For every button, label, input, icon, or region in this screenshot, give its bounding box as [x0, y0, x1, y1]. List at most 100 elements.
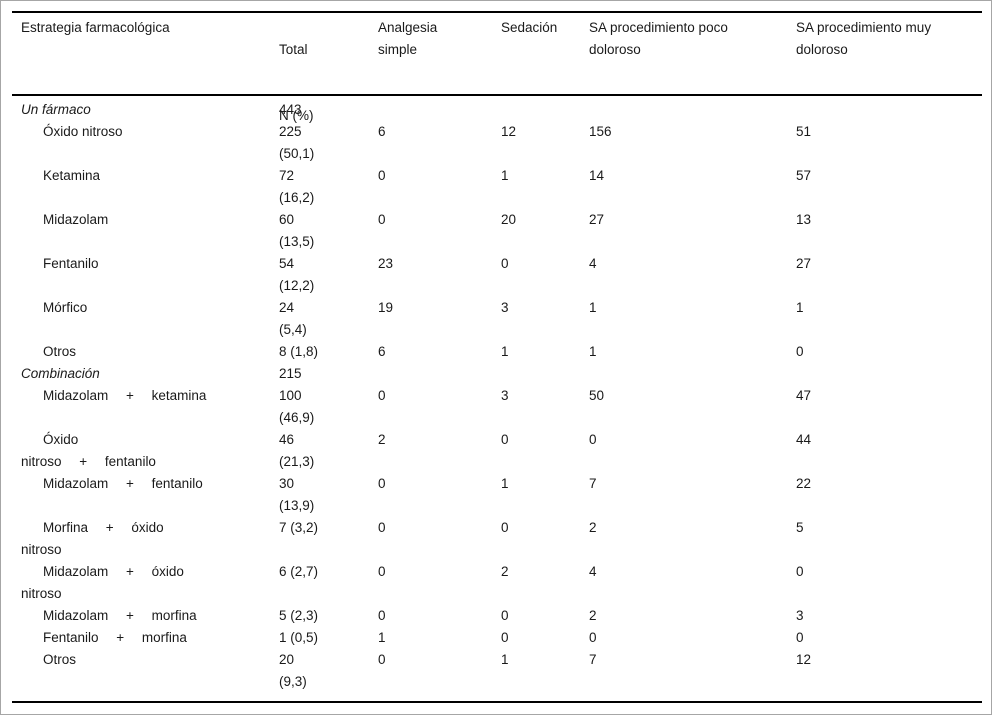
table-row: Otros 8 (1,8) 6 1 1 0	[21, 341, 982, 363]
cell-sedacion: 0	[501, 520, 509, 535]
cell-sa-muy-doloroso: 1	[796, 300, 804, 315]
cell-sa-poco-doloroso: 0	[589, 630, 597, 645]
cell-analgesia-simple: 19	[378, 300, 394, 315]
table-row: Fentanilo 54 (12,2) 23 0 4 27	[21, 253, 982, 297]
strategy-name-line: Fentanilo + morfina	[43, 630, 187, 645]
strategy-name-line: Midazolam	[43, 212, 109, 227]
cell-sa-muy-doloroso	[796, 363, 982, 385]
table-row: Combinación 215	[21, 363, 982, 385]
cell-sa-poco-doloroso: 1	[589, 344, 597, 359]
header-estrategia: Estrategia farmacológica	[21, 20, 170, 35]
cell-sa-muy-doloroso: 13	[796, 212, 812, 227]
strategy-name-line: Midazolam + óxido	[43, 564, 184, 579]
table-row: Ketamina 72 (16,2) 0 1 14 57	[21, 165, 982, 209]
cell-sa-muy-doloroso: 3	[796, 608, 804, 623]
cell-total: 60 (13,5)	[279, 212, 315, 249]
table-row: Óxido nitroso + fentanilo 46 (21,3) 2 0 0 44	[21, 429, 982, 473]
cell-sedacion: 0	[501, 432, 509, 447]
table-row: Morfina + óxido nitroso 7 (3,2) 0 0 2 5	[21, 517, 982, 561]
cell-strategy-name: Midazolam + ketamina	[21, 385, 279, 429]
table-row: Un fármaco 443	[21, 99, 982, 121]
cell-total: 20 (9,3)	[279, 652, 307, 689]
cell-sa-muy-doloroso: 57	[796, 168, 812, 183]
header-analgesia-simple: Analgesia simple	[378, 20, 438, 57]
strategy-name-line: Ketamina	[43, 168, 101, 183]
cell-sa-muy-doloroso: 0	[796, 630, 804, 645]
cell-analgesia-simple: 0	[378, 652, 386, 667]
cell-total: 7 (3,2)	[279, 520, 319, 535]
cell-sa-poco-doloroso	[589, 99, 796, 121]
table-header-row: Estrategia farmacológica Total N (%) Ana…	[12, 11, 982, 123]
cell-analgesia-simple	[378, 99, 501, 121]
cell-total: 72 (16,2)	[279, 168, 315, 205]
cell-sa-muy-doloroso: 51	[796, 124, 812, 139]
cell-sedacion: 20	[501, 212, 517, 227]
cell-analgesia-simple: 6	[378, 124, 386, 139]
cell-analgesia-simple: 1	[378, 630, 386, 645]
strategy-name-line: Midazolam + ketamina	[43, 388, 207, 403]
cell-strategy-name: Fentanilo + morfina	[21, 627, 279, 649]
strategy-name-line: Otros	[43, 652, 77, 667]
table-row: Óxido nitroso 225 (50,1) 6 12 156 51	[21, 121, 982, 165]
strategy-name-line: Un fármaco	[21, 102, 91, 117]
cell-strategy-name: Otros	[21, 341, 279, 363]
cell-strategy-name: Midazolam + óxido nitroso	[21, 561, 279, 605]
cell-strategy-name: Otros	[21, 649, 279, 693]
cell-total: 443	[279, 102, 302, 117]
cell-total: 5 (2,3)	[279, 608, 319, 623]
cell-sa-muy-doloroso: 27	[796, 256, 812, 271]
cell-strategy-name: Un fármaco	[21, 99, 279, 121]
table-row: Fentanilo + morfina 1 (0,5) 1 0 0 0	[21, 627, 982, 649]
cell-total: 24 (5,4)	[279, 300, 307, 337]
strategy-name-line: Midazolam + morfina	[43, 608, 197, 623]
cell-sedacion: 3	[501, 300, 509, 315]
cell-strategy-name: Ketamina	[21, 165, 279, 209]
cell-analgesia-simple: 23	[378, 256, 394, 271]
cell-sedacion	[501, 363, 589, 385]
cell-analgesia-simple	[378, 363, 501, 385]
cell-total: 30 (13,9)	[279, 476, 315, 513]
cell-sa-muy-doloroso: 0	[796, 344, 804, 359]
strategy-name-line: nitroso + fentanilo	[21, 454, 156, 469]
cell-analgesia-simple: 2	[378, 432, 386, 447]
cell-sa-muy-doloroso	[796, 99, 982, 121]
cell-sedacion: 12	[501, 124, 517, 139]
cell-strategy-name: Fentanilo	[21, 253, 279, 297]
cell-sa-poco-doloroso: 7	[589, 652, 597, 667]
header-total-label: Total	[279, 42, 308, 57]
cell-sedacion: 0	[501, 608, 509, 623]
strategy-name-line: nitroso	[21, 542, 62, 557]
header-sedacion: Sedación	[501, 20, 558, 35]
strategy-name-line: Fentanilo	[43, 256, 99, 271]
cell-sa-poco-doloroso: 2	[589, 520, 597, 535]
cell-sedacion: 0	[501, 630, 509, 645]
cell-strategy-name: Midazolam	[21, 209, 279, 253]
strategy-name-line: Combinación	[21, 366, 100, 381]
cell-sa-muy-doloroso: 0	[796, 564, 804, 579]
cell-analgesia-simple: 0	[378, 476, 386, 491]
cell-analgesia-simple: 0	[378, 388, 386, 403]
strategy-name-line: Morfina + óxido	[43, 520, 164, 535]
cell-analgesia-simple: 6	[378, 344, 386, 359]
table-body: Un fármaco 443 Óxido nitroso 225 (50,1) 6 12 1…	[12, 96, 982, 703]
header-sa-poco-doloroso: SA procedimiento poco doloroso	[589, 20, 728, 57]
cell-total: 8 (1,8)	[279, 344, 319, 359]
cell-analgesia-simple: 0	[378, 608, 386, 623]
table-row: Midazolam 60 (13,5) 0 20 27 13	[21, 209, 982, 253]
cell-sedacion: 2	[501, 564, 509, 579]
cell-strategy-name: Mórfico	[21, 297, 279, 341]
cell-analgesia-simple: 0	[378, 520, 386, 535]
table-row: Midazolam + óxido nitroso 6 (2,7) 0 2 4 0	[21, 561, 982, 605]
cell-sa-poco-doloroso: 50	[589, 388, 605, 403]
cell-sedacion	[501, 99, 589, 121]
strategy-name-line: Óxido	[43, 432, 79, 447]
table-row: Otros 20 (9,3) 0 1 7 12	[21, 649, 982, 693]
cell-strategy-name: Óxido nitroso + fentanilo	[21, 429, 279, 473]
cell-sa-poco-doloroso: 7	[589, 476, 597, 491]
cell-total: 100 (46,9)	[279, 388, 315, 425]
cell-sedacion: 1	[501, 476, 509, 491]
cell-total: 46 (21,3)	[279, 432, 315, 469]
cell-total: 215	[279, 366, 302, 381]
cell-sa-muy-doloroso: 47	[796, 388, 812, 403]
